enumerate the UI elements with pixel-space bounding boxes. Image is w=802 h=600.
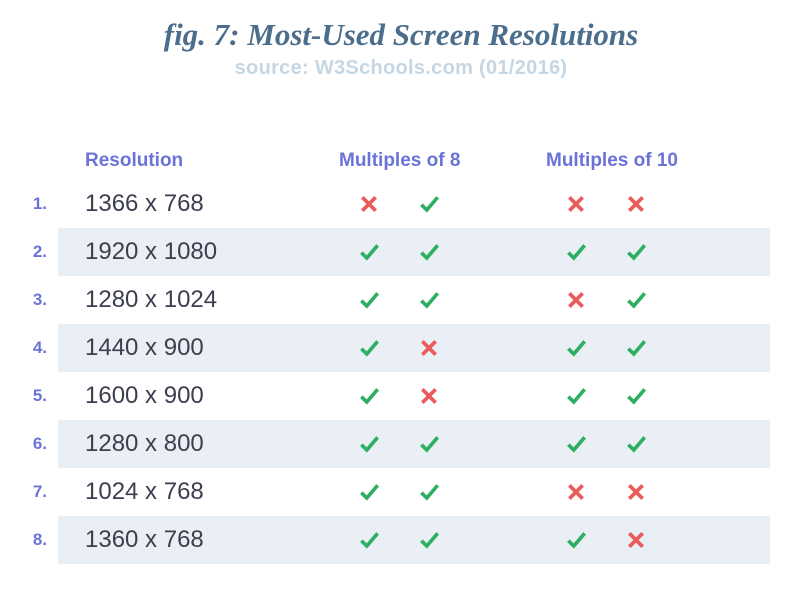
check-icon [359,436,379,453]
mark-cell-m10-width [546,240,606,263]
mark-cell-m10-width [546,384,606,407]
check-icon [359,484,379,501]
check-icon [419,532,439,549]
mark-cell-m10-width [546,336,606,359]
mark-cell-m10-height [606,482,666,502]
figure-source: source: W3Schools.com (01/2016) [234,56,568,79]
mark-cell-m8-width [339,240,399,263]
mark-cell-m8-height [399,288,459,311]
mark-cell-m10-height [606,194,666,214]
resolution-value: 1600 x 900 [85,381,204,409]
check-icon [626,292,646,309]
check-icon [626,244,646,261]
check-icon [359,244,379,261]
mark-cell-m10-height [606,240,666,263]
check-icon [566,436,586,453]
cross-icon [628,483,644,500]
mark-cell-m10-height [606,288,666,311]
resolution-value: 1920 x 1080 [85,237,218,265]
table-row: 7. 1024 x 768 [0,468,802,516]
cross-icon [421,387,437,404]
mark-cell-m10-width [546,290,606,310]
resolutions-table: Resolution Multiples of 8 Multiples of 1… [0,142,802,564]
row-number: 7. [32,481,47,501]
mark-cell-m10-width [546,432,606,455]
row-number: 5. [32,385,47,405]
resolution-value: 1440 x 900 [85,333,204,361]
cross-icon [568,195,584,212]
table-row: 2. 1920 x 1080 [0,227,802,276]
mark-cell-m8-width [339,194,399,214]
row-number: 4. [32,337,47,357]
table-row: 3. 1280 x 1024 [0,276,802,324]
mark-cell-m8-height [399,386,459,406]
table-row: 4. 1440 x 900 [0,323,802,372]
check-icon [359,388,379,405]
resolution-value: 1360 x 768 [85,525,204,553]
check-icon [566,340,586,357]
resolution-value: 1280 x 800 [85,429,204,457]
check-icon [626,340,646,357]
mark-cell-m8-height [399,240,459,263]
mark-cell-m8-width [339,528,399,551]
mark-cell-m10-width [546,528,606,551]
check-icon [566,244,586,261]
cross-icon [361,195,377,212]
mark-cell-m10-height [606,384,666,407]
row-number: 2. [32,241,47,261]
mark-cell-m8-height [399,192,459,215]
table-header-row: Resolution Multiples of 8 Multiples of 1… [0,142,802,180]
row-number: 6. [32,433,47,453]
resolution-value: 1280 x 1024 [85,285,218,313]
check-icon [359,340,379,357]
row-number: 1. [32,193,47,213]
mark-cell-m8-height [399,432,459,455]
mark-cell-m10-width [546,482,606,502]
check-icon [419,292,439,309]
mark-cell-m8-width [339,480,399,503]
mark-cell-m8-width [339,432,399,455]
check-icon [359,292,379,309]
mark-cell-m10-width [546,194,606,214]
cross-icon [568,483,584,500]
cross-icon [421,339,437,356]
figure-title: fig. 7: Most-Used Screen Resolutions [163,17,639,52]
column-header-multiples-of-10: Multiples of 10 [546,149,678,171]
mark-cell-m10-height [606,432,666,455]
table-row: 6. 1280 x 800 [0,419,802,468]
check-icon [566,532,586,549]
column-header-resolution: Resolution [85,149,184,171]
check-icon [419,196,439,213]
row-number: 3. [32,289,47,309]
mark-cell-m8-height [399,480,459,503]
mark-cell-m8-width [339,288,399,311]
check-icon [566,388,586,405]
resolution-value: 1366 x 768 [85,189,204,217]
mark-cell-m8-height [399,338,459,358]
check-icon [359,532,379,549]
cross-icon [628,531,644,548]
mark-cell-m8-height [399,528,459,551]
check-icon [419,436,439,453]
table-row: 8. 1360 x 768 [0,515,802,564]
mark-cell-m8-width [339,384,399,407]
cross-icon [568,291,584,308]
resolution-value: 1024 x 768 [85,477,204,505]
check-icon [419,484,439,501]
check-icon [419,244,439,261]
check-icon [626,388,646,405]
check-icon [626,436,646,453]
mark-cell-m8-width [339,336,399,359]
mark-cell-m10-height [606,530,666,550]
table-row: 5. 1600 x 900 [0,372,802,420]
column-header-multiples-of-8: Multiples of 8 [339,149,461,171]
table-body: 1. 1366 x 768 2. 1920 x 1080 3. 1280 x 1… [0,180,802,564]
cross-icon [628,195,644,212]
row-number: 8. [32,529,47,549]
mark-cell-m10-height [606,336,666,359]
table-row: 1. 1366 x 768 [0,180,802,228]
